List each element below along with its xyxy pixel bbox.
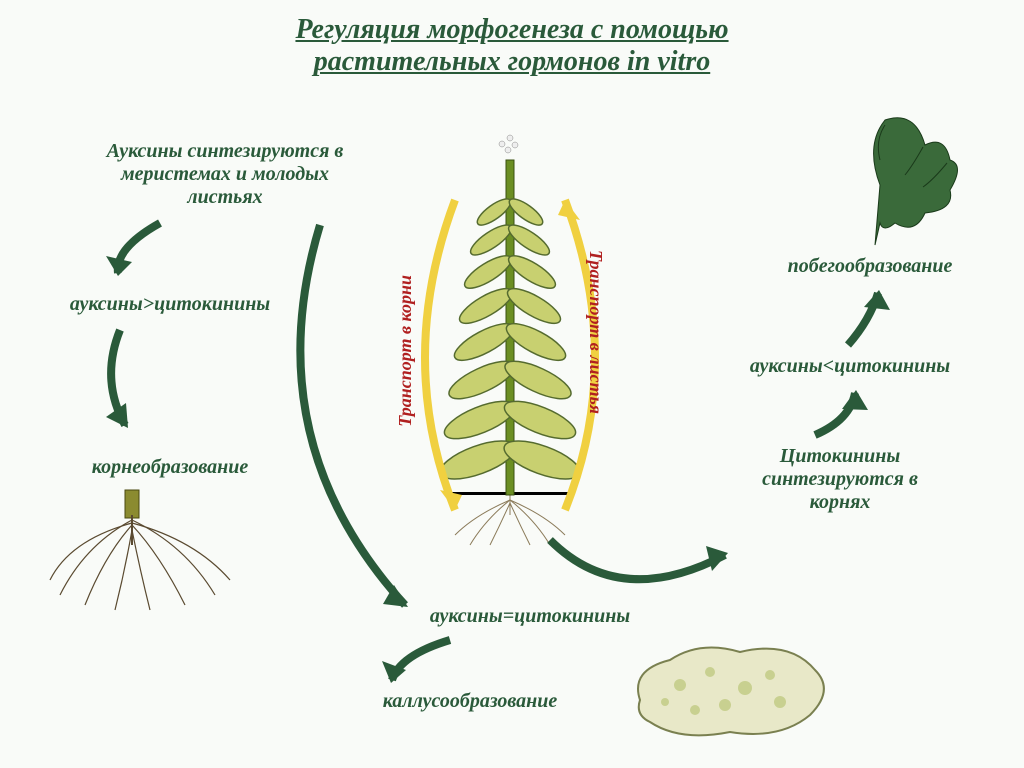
transport-root-label: Транспорт в корни (395, 275, 416, 427)
central-plant-illustration (430, 120, 590, 550)
callus-label: каллусообразование (345, 690, 595, 713)
arrow-ratio-to-root (95, 325, 165, 440)
root-formation-label: корнеобразование (60, 456, 280, 479)
cyt-synthesis-label: Цитокинины синтезируются в корнях (720, 445, 960, 514)
diagram-title: Регуляция морфогенеза с помощью растител… (137, 14, 887, 78)
aux-eq-cyt-label: ауксины=цитокинины (405, 605, 655, 628)
arrow-ratio-to-shoot (830, 285, 900, 355)
title-line1: Регуляция морфогенеза с помощью (137, 14, 887, 46)
shoot-formation-label: побегообразование (745, 255, 995, 278)
aux-lt-cyt-label: ауксины<цитокинины (720, 355, 980, 378)
title-line2: растительных гормонов in vitro (137, 46, 887, 78)
aux-gt-cyt-label: ауксины>цитокинины (40, 293, 300, 316)
root-illustration (45, 485, 245, 625)
callus-illustration (620, 630, 840, 750)
shoot-illustration (805, 105, 975, 255)
arrow-auxsynth-to-ratio (100, 218, 180, 288)
arrow-auxsynth-to-eq (280, 220, 440, 620)
arrow-cytsynth-to-ratio (800, 385, 880, 445)
auxin-synthesis-label: Ауксины синтезируются в меристемах и мол… (70, 140, 380, 209)
arrow-eq-to-callus (380, 635, 470, 695)
transport-leaf-label: Транспорт в листья (585, 250, 606, 414)
